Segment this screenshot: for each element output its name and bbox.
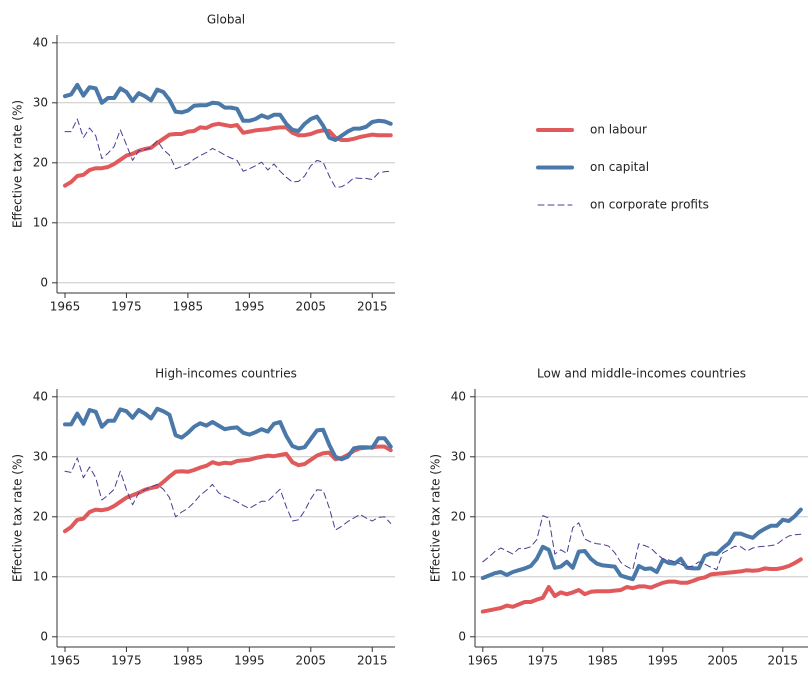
- y-tick-label: 30: [33, 95, 48, 109]
- y-tick-label: 10: [33, 569, 48, 583]
- chart-title: Global: [207, 13, 245, 27]
- data-line: [64, 457, 392, 531]
- y-tick-label: 20: [451, 509, 466, 523]
- x-tick-label: 1985: [173, 654, 204, 668]
- data-line: [62, 82, 393, 142]
- data-line: [62, 406, 393, 462]
- y-tick-label: 40: [33, 389, 48, 403]
- x-tick-label: 1965: [468, 654, 499, 668]
- legend-label: on corporate profits: [590, 198, 709, 212]
- x-tick-label: 1975: [111, 300, 142, 314]
- chart-title: Low and middle-incomes countries: [537, 367, 746, 381]
- legend-label: on labour: [590, 123, 647, 137]
- data-line: [64, 118, 392, 188]
- x-tick-label: 2015: [357, 654, 388, 668]
- data-line: [480, 507, 803, 582]
- chart-title: High-incomes countries: [155, 367, 297, 381]
- y-tick-label: 10: [451, 569, 466, 583]
- data-line: [482, 515, 802, 571]
- y-axis-label: Effective tax rate (%): [11, 454, 25, 582]
- y-tick-label: 40: [33, 35, 48, 49]
- y-tick-label: 30: [33, 449, 48, 463]
- x-tick-label: 2015: [768, 654, 799, 668]
- x-tick-label: 1975: [528, 654, 559, 668]
- x-tick-label: 2015: [357, 300, 388, 314]
- x-tick-label: 1985: [588, 654, 619, 668]
- data-line: [62, 121, 393, 188]
- y-tick-label: 10: [33, 215, 48, 229]
- y-tick-label: 0: [40, 275, 48, 289]
- y-tick-label: 40: [451, 389, 466, 403]
- y-tick-label: 30: [451, 449, 466, 463]
- x-tick-label: 2005: [296, 300, 327, 314]
- x-tick-label: 2005: [296, 654, 327, 668]
- y-tick-label: 0: [40, 629, 48, 643]
- x-tick-label: 1995: [234, 300, 265, 314]
- data-line: [480, 557, 803, 614]
- x-tick-label: 1965: [50, 300, 81, 314]
- x-tick-label: 1965: [50, 654, 81, 668]
- y-axis-label: Effective tax rate (%): [11, 100, 25, 228]
- y-tick-label: 20: [33, 509, 48, 523]
- legend-label: on capital: [590, 160, 649, 174]
- x-tick-label: 1975: [111, 654, 142, 668]
- y-axis-label: Effective tax rate (%): [429, 454, 443, 582]
- y-tick-label: 0: [458, 629, 466, 643]
- x-tick-label: 1985: [173, 300, 204, 314]
- x-tick-label: 2005: [708, 654, 739, 668]
- x-tick-label: 1995: [648, 654, 679, 668]
- y-tick-label: 20: [33, 155, 48, 169]
- x-tick-label: 1995: [234, 654, 265, 668]
